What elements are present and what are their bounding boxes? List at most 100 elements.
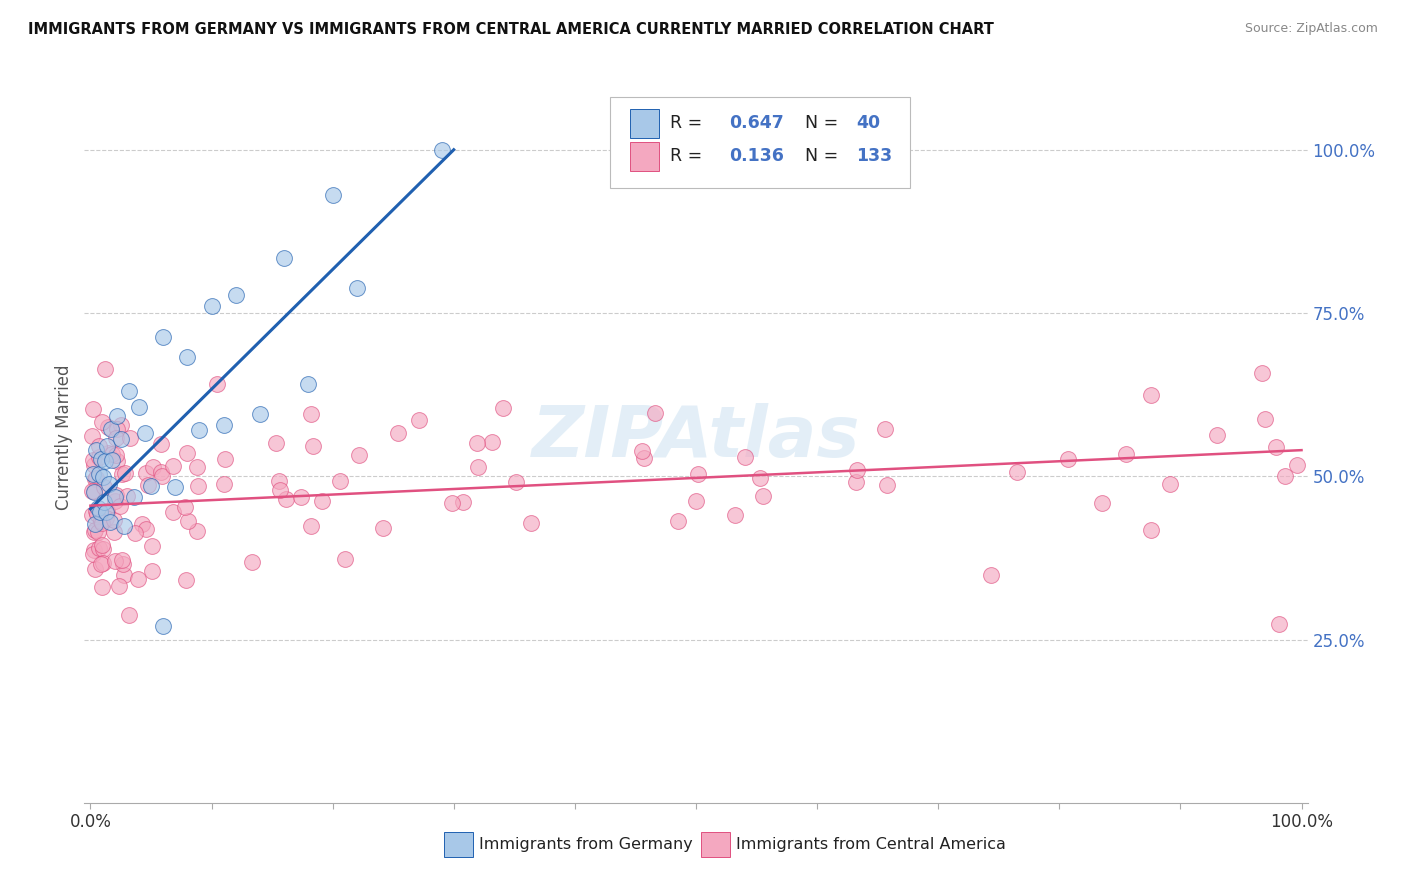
Point bbox=[329, 474, 352, 488]
Point bbox=[84, 516, 107, 531]
Point bbox=[177, 514, 200, 528]
Point bbox=[141, 459, 163, 474]
Point bbox=[212, 417, 235, 432]
Point bbox=[150, 436, 173, 450]
Point bbox=[150, 469, 173, 483]
Point bbox=[136, 477, 159, 491]
Point bbox=[980, 567, 1002, 582]
Point bbox=[83, 543, 105, 558]
Point bbox=[94, 454, 117, 468]
Point bbox=[302, 439, 325, 453]
Point bbox=[84, 504, 107, 518]
Point bbox=[131, 517, 153, 532]
Point bbox=[430, 143, 453, 157]
Point bbox=[322, 188, 344, 202]
Point bbox=[139, 479, 162, 493]
Point bbox=[124, 526, 146, 541]
Point bbox=[1251, 366, 1274, 380]
Point bbox=[97, 476, 120, 491]
Point bbox=[103, 513, 125, 527]
Point bbox=[80, 429, 103, 443]
Point bbox=[451, 495, 474, 509]
Point bbox=[1115, 447, 1137, 461]
Point bbox=[408, 413, 430, 427]
Point bbox=[174, 573, 197, 587]
Point bbox=[101, 446, 124, 460]
Point bbox=[299, 518, 322, 533]
Point bbox=[467, 435, 489, 450]
Point bbox=[225, 287, 247, 301]
Point bbox=[100, 422, 122, 436]
Point bbox=[84, 472, 107, 486]
Point bbox=[110, 432, 132, 446]
Point bbox=[467, 460, 489, 475]
Point bbox=[1264, 440, 1286, 454]
Point bbox=[135, 522, 157, 536]
Point bbox=[90, 514, 112, 528]
Point bbox=[101, 453, 124, 467]
Point bbox=[311, 494, 333, 508]
Point bbox=[93, 480, 115, 494]
Point bbox=[82, 453, 104, 467]
Text: 0.647: 0.647 bbox=[728, 114, 783, 132]
Point bbox=[685, 493, 707, 508]
Point bbox=[120, 431, 142, 445]
Text: Immigrants from Germany: Immigrants from Germany bbox=[479, 837, 693, 852]
Point bbox=[108, 579, 131, 593]
Point bbox=[91, 415, 114, 429]
Point bbox=[371, 520, 394, 534]
Point bbox=[299, 407, 322, 421]
Point bbox=[214, 452, 236, 467]
Point bbox=[135, 466, 157, 480]
Point bbox=[112, 519, 135, 533]
Point bbox=[349, 448, 371, 462]
Point bbox=[481, 434, 503, 449]
Point bbox=[749, 470, 772, 484]
Point bbox=[89, 505, 111, 519]
Point bbox=[200, 300, 222, 314]
Point bbox=[104, 490, 127, 504]
Point bbox=[97, 446, 120, 460]
Point bbox=[89, 541, 111, 555]
Point bbox=[152, 329, 174, 343]
Point bbox=[188, 423, 211, 437]
Point bbox=[1057, 452, 1080, 467]
Point bbox=[276, 491, 298, 506]
Point bbox=[96, 505, 118, 519]
Point bbox=[86, 501, 108, 516]
Point bbox=[249, 407, 271, 421]
Point bbox=[111, 558, 134, 572]
Point bbox=[110, 418, 132, 433]
Point bbox=[96, 439, 118, 453]
Point bbox=[114, 466, 136, 480]
Point bbox=[845, 475, 868, 490]
Point bbox=[118, 608, 141, 623]
Point bbox=[150, 465, 173, 479]
Text: IMMIGRANTS FROM GERMANY VS IMMIGRANTS FROM CENTRAL AMERICA CURRENTLY MARRIED COR: IMMIGRANTS FROM GERMANY VS IMMIGRANTS FR… bbox=[28, 22, 994, 37]
Point bbox=[87, 440, 110, 454]
Point bbox=[128, 400, 150, 414]
Point bbox=[105, 431, 128, 445]
Point bbox=[1205, 427, 1227, 442]
Point bbox=[666, 514, 689, 528]
Point bbox=[1274, 468, 1296, 483]
Point bbox=[122, 490, 145, 504]
Point bbox=[83, 525, 105, 540]
Text: 133: 133 bbox=[856, 147, 893, 165]
Point bbox=[111, 553, 134, 567]
Point bbox=[91, 538, 114, 552]
Point bbox=[1091, 496, 1114, 510]
Point bbox=[87, 450, 110, 464]
Point bbox=[273, 251, 295, 265]
Point bbox=[152, 619, 174, 633]
Point bbox=[91, 541, 114, 556]
Point bbox=[103, 525, 125, 540]
Point bbox=[112, 568, 135, 582]
Point bbox=[1139, 523, 1161, 537]
Point bbox=[84, 562, 107, 576]
Point bbox=[118, 384, 141, 398]
Point bbox=[297, 376, 319, 391]
Point bbox=[104, 494, 127, 508]
Point bbox=[134, 426, 156, 441]
Point bbox=[174, 500, 197, 515]
